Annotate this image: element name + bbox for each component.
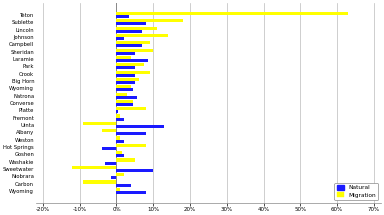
Bar: [116, 22, 146, 25]
Bar: [116, 103, 133, 106]
Bar: [116, 78, 139, 81]
Bar: [116, 81, 135, 84]
Bar: [72, 166, 116, 169]
Bar: [116, 49, 153, 52]
Bar: [116, 19, 183, 22]
Bar: [116, 63, 144, 66]
Bar: [116, 173, 124, 176]
Bar: [116, 92, 127, 96]
Bar: [116, 144, 146, 147]
Bar: [111, 176, 116, 179]
Bar: [116, 34, 168, 37]
Bar: [116, 74, 135, 77]
Bar: [116, 56, 131, 59]
Bar: [116, 158, 135, 161]
Bar: [116, 191, 146, 194]
Bar: [83, 180, 116, 184]
Bar: [116, 44, 142, 47]
Bar: [116, 26, 157, 30]
Bar: [83, 122, 116, 125]
Bar: [116, 184, 131, 187]
Bar: [116, 140, 124, 143]
Bar: [116, 59, 148, 62]
Bar: [116, 100, 133, 103]
Legend: Natural, Migration: Natural, Migration: [334, 183, 378, 200]
Bar: [116, 118, 124, 121]
Bar: [116, 71, 149, 74]
Bar: [116, 154, 124, 157]
Bar: [116, 125, 164, 128]
Bar: [116, 37, 124, 40]
Bar: [116, 30, 142, 33]
Bar: [106, 161, 116, 165]
Bar: [102, 129, 116, 132]
Bar: [116, 137, 120, 140]
Bar: [116, 107, 146, 110]
Bar: [116, 110, 118, 113]
Bar: [116, 188, 120, 191]
Bar: [116, 41, 149, 44]
Bar: [102, 147, 116, 150]
Bar: [116, 66, 135, 69]
Bar: [116, 115, 120, 118]
Bar: [116, 151, 122, 154]
Bar: [116, 12, 348, 15]
Bar: [116, 52, 135, 55]
Bar: [116, 132, 146, 135]
Bar: [116, 85, 131, 88]
Bar: [116, 96, 137, 99]
Bar: [116, 88, 133, 91]
Bar: [116, 15, 129, 18]
Bar: [116, 169, 153, 172]
